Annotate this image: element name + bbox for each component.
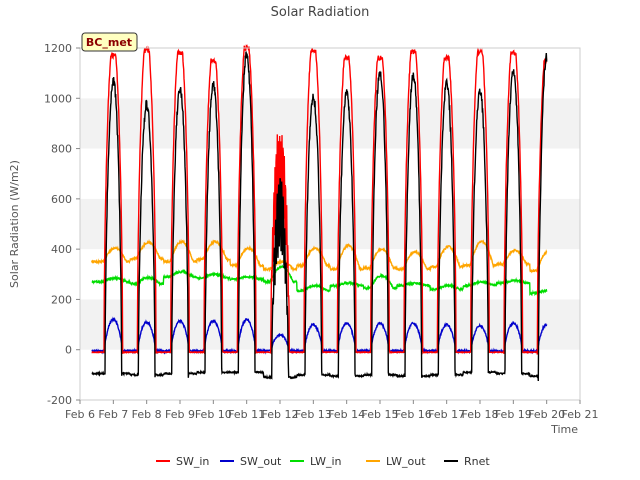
grid-band	[80, 299, 580, 350]
y-tick-label: 1000	[44, 92, 72, 105]
legend-label: SW_in	[176, 455, 209, 468]
x-tick-label: Feb 11	[228, 408, 265, 421]
y-tick-label: 600	[51, 193, 72, 206]
x-tick-label: Feb 16	[395, 408, 432, 421]
series-line-rnet	[91, 51, 548, 382]
grid-band	[80, 198, 580, 250]
y-tick-label: 1200	[44, 42, 72, 55]
y-axis-title: Solar Radiation (W/m2)	[8, 160, 21, 288]
legend: SW_in SW_out LW_in LW_out Rnet	[156, 455, 490, 468]
x-axis-title: Time	[550, 423, 578, 436]
x-tick-label: Feb 7	[98, 408, 128, 421]
x-tick-label: Feb 9	[165, 408, 195, 421]
legend-label: SW_out	[240, 455, 282, 468]
legend-label: Rnet	[464, 455, 490, 468]
badge: BC_met	[81, 32, 138, 52]
legend-label: LW_out	[386, 455, 426, 468]
plot-frame	[79, 47, 581, 401]
y-tick-label: 800	[51, 143, 72, 156]
badge-box	[81, 32, 138, 52]
badge-label: BC_met	[86, 36, 132, 49]
x-tick-label: Feb 15	[362, 408, 399, 421]
y-tick-label: 200	[51, 293, 72, 306]
x-tick-label: Feb 8	[132, 408, 162, 421]
x-tick-label: Feb 17	[428, 408, 465, 421]
x-tick-label: Feb 21	[562, 408, 599, 421]
y-tick-label: 0	[65, 344, 72, 357]
x-tick-label: Feb 20	[528, 408, 565, 421]
x-tick-label: Feb 12	[262, 408, 299, 421]
x-tick-label: Feb 18	[462, 408, 499, 421]
x-tick-label: Feb 14	[328, 408, 365, 421]
legend-label: LW_in	[310, 455, 342, 468]
x-tick-label: Feb 6	[65, 408, 95, 421]
y-axis: -200 0 200 400 600 800 1000 1200	[44, 42, 80, 407]
y-tick-label: 400	[51, 243, 72, 256]
background-bands	[80, 48, 580, 400]
y-tick-label: -200	[47, 394, 72, 407]
grid-band	[80, 148, 580, 199]
series-line-sw-in	[91, 44, 548, 355]
series-layer	[91, 44, 548, 382]
grid-band	[80, 48, 580, 99]
x-tick-label: Feb 13	[295, 408, 332, 421]
grid-band	[80, 98, 580, 149]
chart-title: Solar Radiation	[271, 5, 370, 20]
x-tick-label: Feb 19	[495, 408, 532, 421]
x-tick-label: Feb 10	[195, 408, 232, 421]
